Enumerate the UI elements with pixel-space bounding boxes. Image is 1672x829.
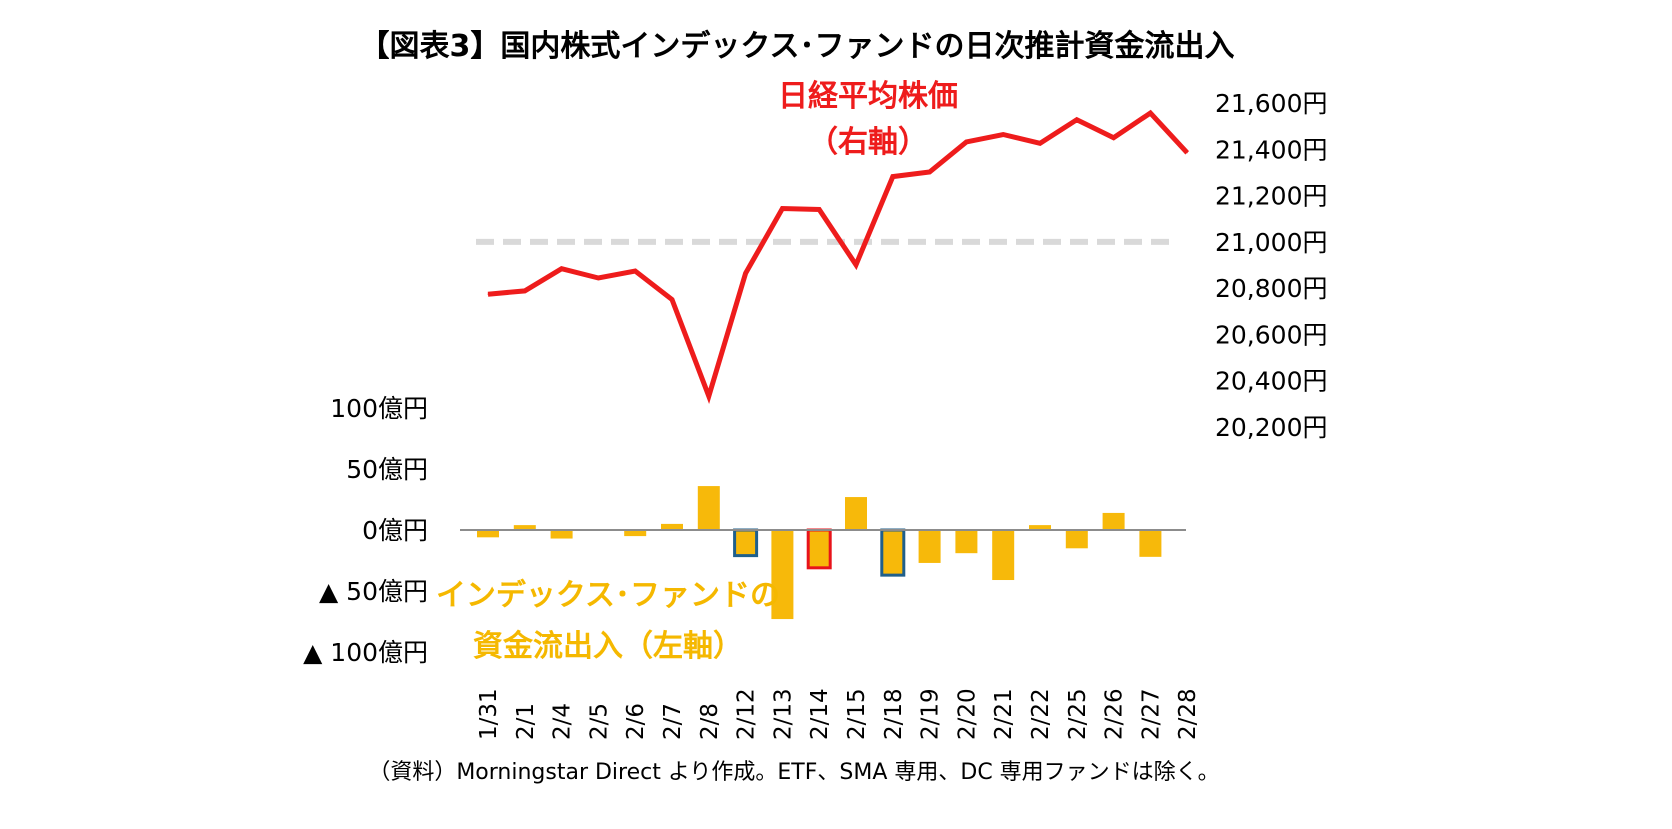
nikkei-point-2-14 — [818, 208, 820, 210]
chart-title: 【図表3】国内株式インデックス･ファンドの日次推計資金流出入 — [360, 29, 1235, 64]
bar-2-12 — [733, 528, 759, 558]
left-tick-label: 0億円 — [362, 516, 428, 545]
nikkei-point-2-28 — [1186, 152, 1188, 154]
nikkei-point-1-31 — [487, 293, 489, 295]
x-tick-label: 2/28 — [1175, 688, 1201, 740]
bar-1-31 — [477, 530, 499, 538]
bar-2-8 — [697, 486, 720, 530]
line-series — [487, 109, 1190, 404]
nikkei-point-2-25 — [1076, 119, 1078, 121]
bar-series — [477, 486, 1162, 620]
bar-2-25 — [1065, 530, 1088, 549]
x-axis-ticks: 1/31 2/1 2/4 2/5 2/6 2/7 2/8 2/12 2/13 2/14 2/15 2/… — [476, 688, 1201, 740]
right-tick-label: 20,800円 — [1215, 274, 1327, 303]
x-tick-label: 2/6 — [623, 703, 649, 740]
nikkei-point-2-27 — [1149, 112, 1151, 114]
bar-2-27 — [1139, 530, 1162, 557]
bar-2-7 — [661, 523, 683, 530]
left-tick-label: ▲ 100億円 — [303, 638, 428, 667]
right-tick-label: 20,400円 — [1215, 367, 1327, 396]
right-tick-label: 21,600円 — [1215, 89, 1327, 118]
nikkei-line — [487, 109, 1190, 404]
right-axis-ticks: 21,600円 21,400円 21,200円 21,000円 20,800円 20,60… — [1215, 89, 1327, 442]
left-axis-ticks: 100億円 50億円 0億円 ▲ 50億円 ▲ 100億円 — [303, 394, 428, 667]
x-tick-label: 2/4 — [550, 703, 576, 740]
right-tick-label: 21,000円 — [1215, 228, 1327, 257]
x-tick-label: 2/27 — [1138, 688, 1164, 740]
x-tick-label: 2/14 — [807, 688, 833, 740]
nikkei-point-2-22 — [1039, 142, 1041, 144]
left-tick-label: 100億円 — [330, 394, 428, 423]
line-annotation-axis: （右軸） — [808, 125, 928, 160]
bar-2-4 — [550, 530, 573, 539]
bar-2-22 — [1029, 525, 1051, 530]
x-tick-label: 2/19 — [918, 688, 944, 740]
bar-2-15 — [845, 497, 867, 530]
bar-2-6 — [624, 530, 647, 537]
right-tick-label: 21,400円 — [1215, 135, 1327, 164]
bar-2-13 — [771, 530, 794, 620]
nikkei-point-2-12 — [745, 272, 747, 274]
bar-2-14 — [806, 528, 832, 570]
right-tick-label: 20,200円 — [1215, 413, 1327, 442]
bar-annotation-title: インデックス･ファンドの — [436, 578, 780, 613]
x-tick-label: 2/12 — [734, 688, 760, 740]
x-tick-label: 2/20 — [954, 688, 980, 740]
nikkei-point-2-20 — [965, 141, 967, 143]
bar-2-1 — [513, 525, 536, 530]
bar-2-19 — [918, 530, 941, 563]
x-tick-label: 2/13 — [770, 688, 796, 740]
left-tick-label: 50億円 — [346, 455, 428, 484]
nikkei-point-2-21 — [1002, 133, 1004, 135]
nikkei-point-2-4 — [561, 268, 563, 270]
nikkei-point-2-5 — [597, 277, 599, 279]
x-tick-label: 2/25 — [1065, 688, 1091, 740]
bar-2-21 — [992, 530, 1015, 581]
nikkei-point-2-15 — [855, 264, 857, 266]
x-tick-label: 2/5 — [586, 703, 612, 740]
nikkei-point-2-1 — [524, 290, 526, 292]
nikkei-point-2-18 — [892, 176, 894, 178]
bar-annotation-axis: 資金流出入（左軸） — [473, 629, 743, 664]
nikkei-point-2-6 — [634, 270, 636, 272]
source-note: （資料）Morningstar Direct より作成。ETF、SMA 専用、D… — [368, 760, 1219, 785]
line-annotation-title: 日経平均株価 — [778, 79, 958, 114]
nikkei-point-2-19 — [929, 171, 931, 173]
x-tick-label: 2/21 — [991, 688, 1017, 740]
x-tick-label: 2/15 — [844, 688, 870, 740]
bar-2-26 — [1102, 512, 1125, 530]
x-tick-label: 2/26 — [1102, 688, 1128, 740]
nikkei-point-2-26 — [1113, 137, 1115, 139]
x-tick-label: 2/7 — [660, 703, 686, 740]
right-tick-label: 20,600円 — [1215, 320, 1327, 349]
nikkei-point-2-13 — [781, 208, 783, 210]
x-tick-label: 2/22 — [1028, 688, 1054, 740]
right-tick-label: 21,200円 — [1215, 182, 1327, 211]
x-tick-label: 2/8 — [697, 703, 723, 740]
bar-2-20 — [955, 530, 978, 554]
x-tick-label: 2/18 — [881, 688, 907, 740]
x-tick-label: 2/1 — [513, 703, 539, 740]
bar-2-18 — [880, 528, 906, 577]
nikkei-point-2-7 — [671, 298, 673, 300]
left-tick-label: ▲ 50億円 — [319, 577, 428, 606]
nikkei-point-2-8 — [708, 395, 710, 397]
x-tick-label: 1/31 — [476, 688, 502, 740]
